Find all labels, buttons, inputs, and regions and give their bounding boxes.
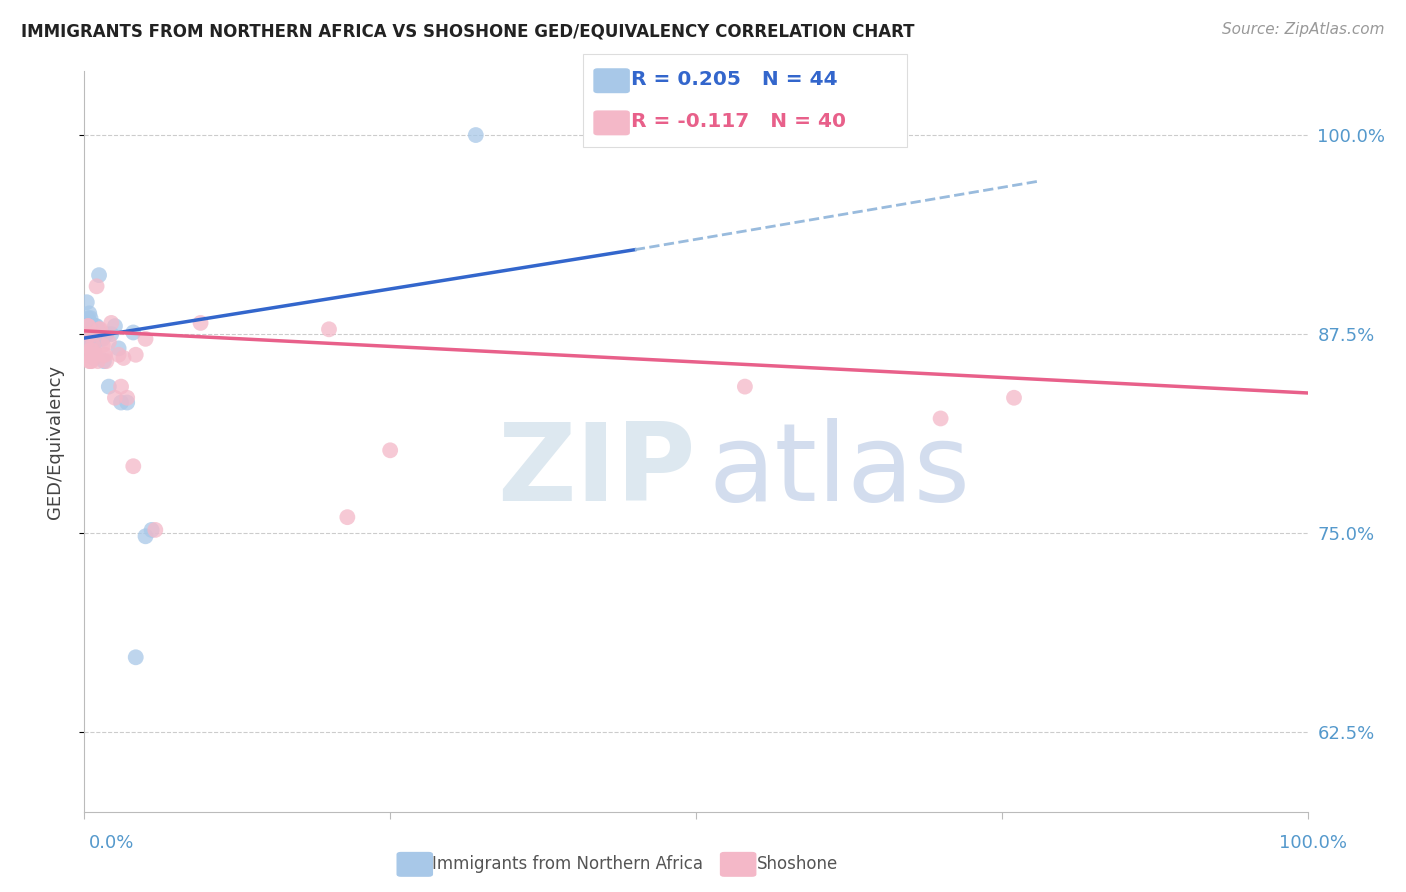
Point bbox=[77, 319, 100, 334]
Y-axis label: GED/Equivalency: GED/Equivalency bbox=[45, 365, 63, 518]
Point bbox=[100, 316, 122, 330]
Point bbox=[380, 443, 402, 458]
Point bbox=[83, 343, 105, 357]
Point bbox=[82, 348, 104, 362]
Point bbox=[93, 348, 115, 362]
Point bbox=[110, 395, 132, 409]
Point bbox=[80, 354, 103, 368]
Point bbox=[318, 322, 340, 336]
Text: 0.0%: 0.0% bbox=[89, 834, 134, 852]
Point bbox=[87, 322, 110, 336]
Point bbox=[94, 348, 117, 362]
Point bbox=[82, 327, 104, 342]
Point bbox=[135, 529, 157, 543]
Point bbox=[77, 322, 100, 336]
Point bbox=[79, 332, 101, 346]
Point bbox=[190, 316, 212, 330]
Point bbox=[79, 343, 101, 357]
Text: atlas: atlas bbox=[709, 418, 970, 524]
Point bbox=[87, 354, 110, 368]
Text: R = 0.205   N = 44: R = 0.205 N = 44 bbox=[631, 70, 838, 89]
Point bbox=[122, 459, 145, 474]
Point bbox=[125, 650, 148, 665]
Point bbox=[929, 411, 952, 425]
Point bbox=[82, 338, 104, 352]
Text: 100.0%: 100.0% bbox=[1279, 834, 1347, 852]
Text: Source: ZipAtlas.com: Source: ZipAtlas.com bbox=[1222, 22, 1385, 37]
Point bbox=[77, 327, 100, 342]
Point bbox=[89, 332, 111, 346]
Point bbox=[143, 523, 166, 537]
Point bbox=[77, 311, 100, 326]
Point bbox=[464, 128, 486, 142]
Point bbox=[79, 316, 101, 330]
Point bbox=[75, 319, 97, 334]
Point bbox=[80, 343, 103, 357]
Text: IMMIGRANTS FROM NORTHERN AFRICA VS SHOSHONE GED/EQUIVALENCY CORRELATION CHART: IMMIGRANTS FROM NORTHERN AFRICA VS SHOSH… bbox=[21, 22, 914, 40]
Point bbox=[97, 334, 120, 349]
Point bbox=[76, 295, 98, 310]
Point bbox=[336, 510, 359, 524]
Point bbox=[77, 319, 100, 334]
Point bbox=[77, 354, 100, 368]
Point bbox=[91, 338, 114, 352]
Point bbox=[76, 319, 98, 334]
Point bbox=[84, 348, 107, 362]
Point bbox=[79, 354, 101, 368]
Point bbox=[84, 319, 107, 334]
Point bbox=[80, 322, 103, 336]
Text: Shoshone: Shoshone bbox=[756, 855, 838, 873]
Point bbox=[104, 319, 127, 334]
Point bbox=[83, 351, 105, 365]
Point bbox=[93, 354, 115, 368]
Point bbox=[82, 348, 104, 362]
Point bbox=[122, 326, 145, 340]
Point bbox=[75, 334, 97, 349]
Point bbox=[141, 523, 163, 537]
Point bbox=[100, 327, 122, 342]
Point bbox=[79, 334, 101, 349]
Point bbox=[734, 379, 756, 393]
Text: ZIP: ZIP bbox=[498, 418, 696, 524]
Point bbox=[77, 327, 100, 342]
Point bbox=[107, 342, 129, 356]
Point bbox=[112, 351, 135, 365]
Point bbox=[86, 279, 108, 293]
Point bbox=[110, 379, 132, 393]
Point bbox=[104, 391, 127, 405]
Point bbox=[77, 327, 100, 342]
Point bbox=[79, 322, 101, 336]
Point bbox=[77, 306, 100, 320]
Point bbox=[107, 348, 129, 362]
Point bbox=[77, 334, 100, 349]
Point bbox=[115, 395, 138, 409]
Point bbox=[77, 316, 100, 330]
Point bbox=[1002, 391, 1025, 405]
Point bbox=[96, 354, 118, 368]
Point bbox=[79, 311, 101, 326]
Point bbox=[76, 348, 98, 362]
Point bbox=[125, 348, 148, 362]
Point bbox=[624, 128, 647, 142]
Point bbox=[96, 327, 118, 342]
Point bbox=[80, 332, 103, 346]
Point bbox=[80, 338, 103, 352]
Point bbox=[91, 332, 114, 346]
Point bbox=[82, 338, 104, 352]
Point bbox=[80, 327, 103, 342]
Point bbox=[97, 379, 120, 393]
Point bbox=[135, 332, 157, 346]
Point bbox=[79, 327, 101, 342]
Point bbox=[83, 327, 105, 342]
Text: Immigrants from Northern Africa: Immigrants from Northern Africa bbox=[432, 855, 703, 873]
Point bbox=[115, 391, 138, 405]
Point bbox=[89, 322, 111, 336]
Point bbox=[86, 319, 108, 334]
Point bbox=[87, 268, 110, 282]
Text: R = -0.117   N = 40: R = -0.117 N = 40 bbox=[631, 112, 846, 131]
